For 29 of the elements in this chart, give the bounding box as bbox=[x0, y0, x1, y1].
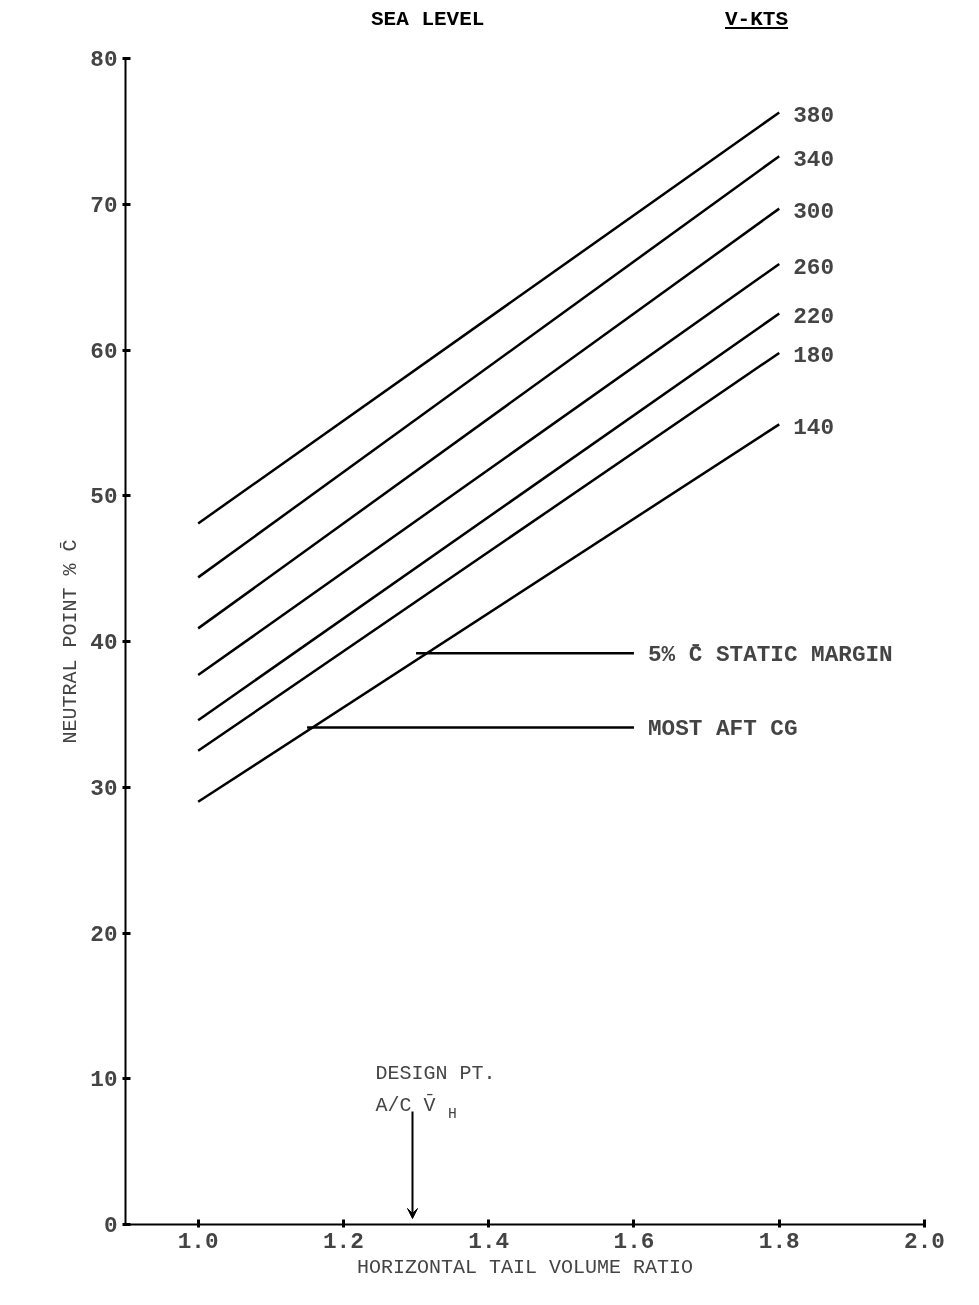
y-tick-label: 60 bbox=[90, 338, 118, 365]
y-tick-label: 70 bbox=[90, 192, 118, 219]
legend-title: V-KTS bbox=[725, 8, 789, 31]
y-tick-label: 40 bbox=[90, 630, 118, 656]
x-axis-title: HORIZONTAL TAIL VOLUME RATIO bbox=[356, 1255, 694, 1279]
y-tick-label: 10 bbox=[90, 1067, 118, 1094]
series-label: 140 bbox=[793, 414, 835, 441]
x-tick-label: 1.8 bbox=[758, 1228, 800, 1255]
x-tick-label: 1.0 bbox=[177, 1228, 219, 1255]
series-label: 260 bbox=[793, 254, 835, 281]
y-tick-label: 80 bbox=[90, 47, 118, 73]
series-label: 300 bbox=[793, 199, 835, 226]
series-label: 220 bbox=[793, 304, 835, 331]
series-label: 380 bbox=[793, 102, 835, 129]
y-tick-label: 20 bbox=[90, 921, 118, 948]
series-label: MOST AFT CG bbox=[647, 716, 798, 743]
y-tick-label: 30 bbox=[90, 775, 118, 802]
chart-title: SEA LEVEL bbox=[371, 7, 485, 33]
y-tick-label: 0 bbox=[103, 1213, 118, 1239]
y-tick-label: 50 bbox=[90, 484, 118, 511]
series-label: 180 bbox=[793, 343, 835, 370]
x-tick-label: 1.2 bbox=[323, 1228, 364, 1255]
series-label: 340 bbox=[793, 146, 835, 173]
series-label: 5% C̄ STATIC MARGIN bbox=[647, 642, 893, 669]
x-tick-label: 2.0 bbox=[904, 1228, 945, 1255]
x-tick-label: 1.6 bbox=[613, 1228, 655, 1255]
x-tick-label: 1.4 bbox=[468, 1228, 510, 1255]
annotation: DESIGN PT. A/C V̄H bbox=[375, 1061, 496, 1122]
y-axis-title: NEUTRAL POINT % C̄ bbox=[59, 539, 83, 744]
